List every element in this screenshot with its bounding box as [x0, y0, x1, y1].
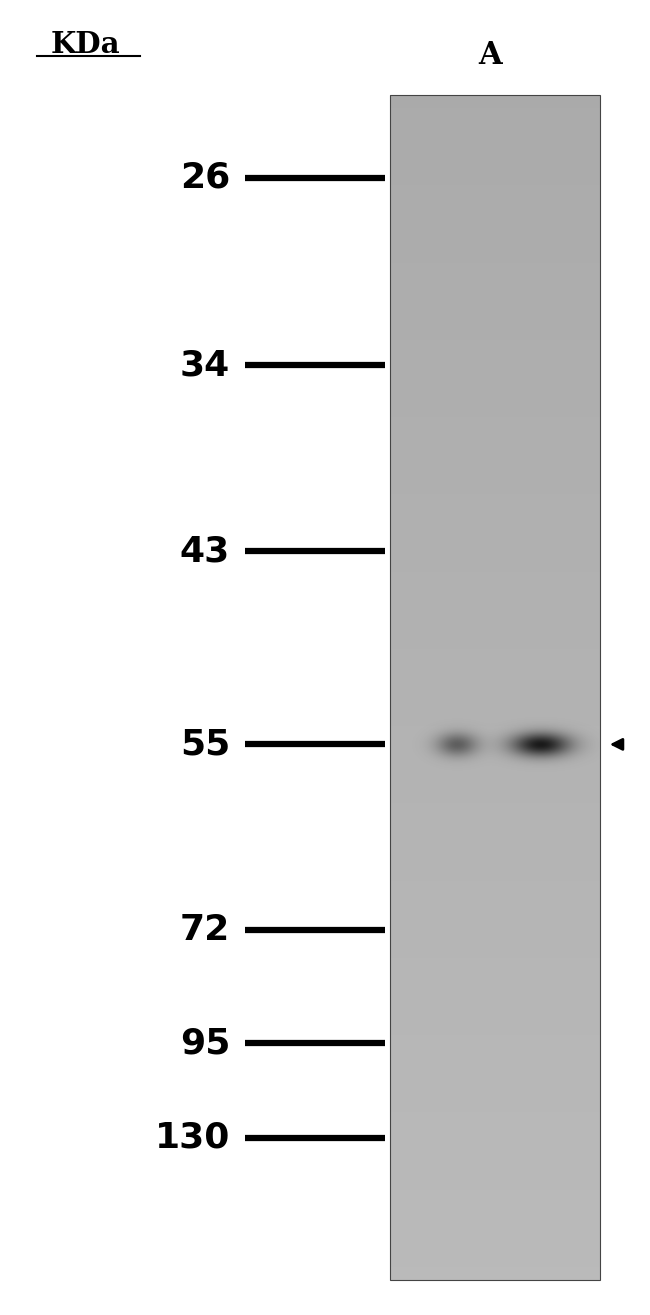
Text: 130: 130 [155, 1120, 230, 1155]
Text: 55: 55 [180, 727, 230, 761]
Text: KDa: KDa [50, 30, 120, 59]
Text: A: A [478, 39, 502, 71]
Text: 26: 26 [180, 160, 230, 195]
Text: 34: 34 [180, 348, 230, 383]
Text: 72: 72 [180, 914, 230, 947]
Text: 95: 95 [179, 1026, 230, 1060]
Bar [390, 95, 600, 1279]
Text: 43: 43 [180, 534, 230, 568]
